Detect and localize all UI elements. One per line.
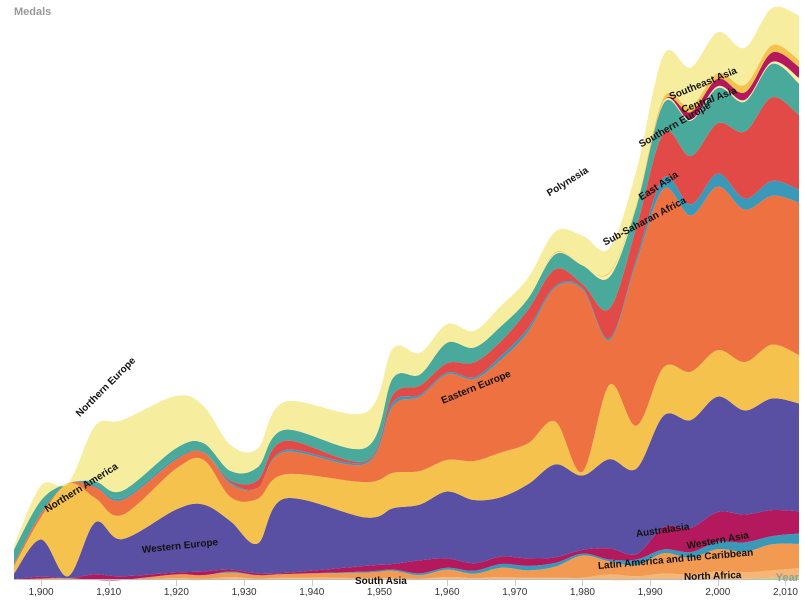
- x-tick-line: [312, 580, 313, 586]
- x-tick-line: [582, 580, 583, 586]
- x-axis-title: Year: [776, 572, 799, 584]
- x-tick-label: 2,010: [773, 587, 798, 598]
- x-tick-label: 1,980: [570, 587, 595, 598]
- x-tick-line: [244, 580, 245, 586]
- series-label-south_asia: South Asia: [355, 576, 407, 587]
- x-tick-label: 1,940: [299, 587, 324, 598]
- x-tick-label: 1,950: [367, 587, 392, 598]
- x-tick-line: [515, 580, 516, 586]
- x-tick-label: 1,990: [638, 587, 663, 598]
- x-tick-line: [176, 580, 177, 586]
- x-tick-label: 1,900: [29, 587, 54, 598]
- x-tick-label: 2,000: [705, 587, 730, 598]
- x-tick-line: [109, 580, 110, 586]
- x-tick-label: 1,970: [502, 587, 527, 598]
- y-axis-title: Medals: [14, 6, 51, 18]
- x-tick-line: [41, 580, 42, 586]
- medals-stream-chart: Medals Year 1,900 1,910 1,920 1,930 1,940 1,9…: [0, 0, 805, 600]
- x-tick-line: [785, 580, 786, 586]
- x-tick-label: 1,910: [96, 587, 121, 598]
- x-tick-line: [447, 580, 448, 586]
- series-label-north_africa: North Africa: [684, 570, 742, 583]
- x-tick-label: 1,920: [164, 587, 189, 598]
- x-tick-label: 1,960: [435, 587, 460, 598]
- x-tick-label: 1,930: [232, 587, 257, 598]
- x-tick-line: [650, 580, 651, 586]
